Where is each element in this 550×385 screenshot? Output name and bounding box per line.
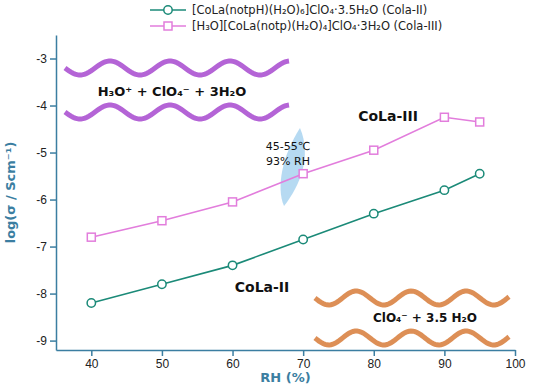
tick-label: 50	[156, 357, 170, 371]
tick-mark	[50, 152, 56, 154]
tick: 100	[505, 350, 525, 371]
tick: 70	[297, 350, 311, 371]
annotation: 93% RH	[266, 155, 310, 168]
tick-mark	[162, 350, 164, 356]
data-point	[158, 217, 166, 225]
wave	[315, 331, 509, 345]
wave	[315, 291, 509, 305]
x-axis-title: RH (%)	[260, 370, 310, 385]
tick-label: -6	[36, 193, 47, 207]
tick-label: -8	[36, 287, 47, 301]
tick-mark	[50, 199, 56, 201]
tick-mark	[303, 350, 305, 356]
tick-mark	[50, 105, 56, 107]
tick-label: -5	[36, 146, 47, 160]
data-point	[299, 170, 307, 178]
data-point	[476, 118, 484, 126]
data-point	[158, 280, 166, 288]
tick: -7	[36, 240, 56, 254]
tick: -3	[36, 52, 56, 66]
data-point	[475, 169, 483, 177]
data-point	[299, 235, 307, 243]
tick-label: 100	[505, 357, 525, 371]
annotation: CoLa-II	[235, 279, 290, 295]
x-axis: 40 50 60 70 80 90 100	[57, 350, 526, 371]
data-point	[440, 186, 448, 194]
tick: 60	[226, 350, 240, 371]
chart: 40 50 60 70 80 90 100 -9 -8 -7 -6 -5 -4 -3 RH (%) log(σ…	[0, 0, 550, 385]
legend-label: [CoLa(notpH)(H₂O)₆]ClO₄·3.5H₂O (Cola-II)	[192, 3, 427, 17]
axis-line	[56, 36, 58, 351]
tick-label: -9	[36, 334, 47, 348]
tick-label: -4	[36, 99, 47, 113]
tick: 50	[156, 350, 170, 371]
legend-marker	[164, 6, 172, 14]
data-point	[87, 233, 95, 241]
tick-mark	[50, 340, 56, 342]
tick-label: 90	[438, 357, 452, 371]
tick-label: -7	[36, 240, 47, 254]
plot-area	[87, 113, 484, 307]
wave	[65, 105, 289, 119]
data-point	[87, 299, 95, 307]
annotation: ClO₄⁻ + 3.5 H₂O	[373, 311, 477, 325]
data-point	[228, 261, 236, 269]
tick: 90	[438, 350, 452, 371]
data-point	[229, 198, 237, 206]
legend-marker	[164, 22, 172, 30]
decoration	[65, 61, 509, 345]
tick-mark	[444, 350, 446, 356]
tick-mark	[374, 350, 376, 356]
annotation: CoLa-III	[358, 108, 418, 124]
data-point	[440, 113, 448, 121]
legend-label: [H₃O][CoLa(notp)(H₂O)₄]ClO₄·3H₂O (Cola-I…	[192, 19, 442, 33]
tick-label: 60	[226, 357, 240, 371]
tick: -6	[36, 193, 56, 207]
tick-label: 70	[297, 357, 311, 371]
tick-mark	[515, 350, 517, 356]
data-point	[370, 146, 378, 154]
tick: -4	[36, 99, 56, 113]
tick-label: -3	[36, 52, 47, 66]
tick-mark	[50, 293, 56, 295]
tick-mark	[50, 58, 56, 60]
data-point	[370, 209, 378, 217]
tick: 80	[368, 350, 382, 371]
series-line	[91, 117, 479, 237]
y-axis-title: log(σ / Scm⁻¹)	[3, 142, 18, 244]
tick-mark	[91, 350, 93, 356]
tick: -8	[36, 287, 56, 301]
annotation: 45-55℃	[266, 140, 310, 153]
y-axis: -9 -8 -7 -6 -5 -4 -3	[36, 36, 56, 351]
series-line	[91, 174, 479, 303]
wave	[65, 61, 289, 75]
annotation: H₃O⁺ + ClO₄⁻ + 3H₂O	[98, 84, 247, 99]
tick: -9	[36, 334, 56, 348]
tick-mark	[232, 350, 234, 356]
tick-mark	[50, 246, 56, 248]
legend: [CoLa(notpH)(H₂O)₆]ClO₄·3.5H₂O (Cola-II)…	[150, 3, 442, 33]
tick: 40	[85, 350, 99, 371]
tick: -5	[36, 146, 56, 160]
tick-label: 40	[85, 357, 99, 371]
axis-line	[57, 350, 516, 352]
tick-label: 80	[368, 357, 382, 371]
